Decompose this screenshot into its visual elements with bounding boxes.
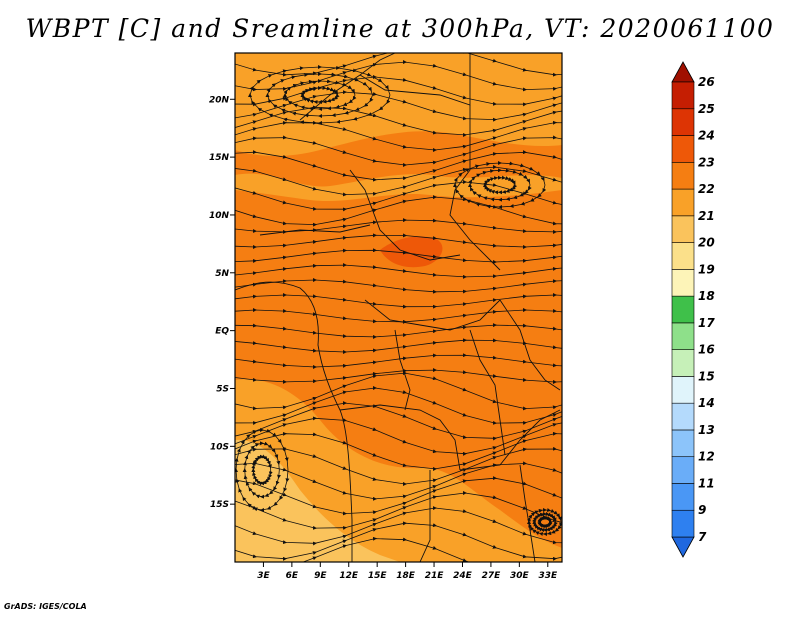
colorbar-label: 22 [698, 182, 715, 196]
colorbar-box [671, 483, 695, 511]
colorbar-box [671, 349, 695, 377]
colorbar-label: 26 [698, 75, 715, 89]
lon-tick-label: 27E [482, 571, 502, 581]
streamline [235, 308, 562, 324]
colorbar-box [671, 429, 695, 458]
colorbar-box [671, 242, 695, 270]
streamline [235, 233, 562, 250]
colorbar-label: 12 [698, 450, 715, 464]
colorbar-max-triangle [671, 61, 695, 83]
lat-tick-label: 10N [209, 211, 230, 221]
colorbar-label: 19 [698, 262, 715, 276]
colorbar-label: 20 [698, 236, 715, 250]
colorbar: 7 9 11 12 13 14 15 16 17 18 19 20 21 22 23 24 25 26 [671, 61, 715, 558]
colorbar-label: 15 [698, 369, 715, 383]
colorbar-label: 17 [698, 316, 715, 330]
colorbar-box [671, 135, 695, 163]
colorbar-box [671, 322, 695, 350]
lon-tick-label: 12E [339, 571, 359, 581]
colorbar-label: 11 [698, 476, 715, 490]
colorbar-box [671, 509, 695, 538]
lat-tick-label: 10S [210, 442, 229, 452]
lat-tick-label: 15S [210, 500, 229, 510]
streamline [526, 508, 562, 536]
lon-tick-label: 6E [286, 571, 299, 581]
colorbar-label: 21 [698, 209, 715, 223]
streamline [235, 218, 562, 234]
streamline [235, 263, 562, 279]
lat-tick-label: 5N [215, 269, 229, 279]
colorbar-box [671, 215, 695, 243]
streamline [235, 248, 562, 264]
lon-tick-label: 24E [453, 571, 473, 581]
colorbar-min-triangle [671, 536, 695, 558]
streamline [235, 277, 562, 294]
colorbar-label: 25 [698, 102, 715, 116]
colorbar-label: 24 [698, 129, 715, 143]
lat-tick-label: 15N [209, 153, 230, 163]
lat-tick-label: 5S [216, 384, 229, 394]
lon-tick-label: 15E [368, 571, 388, 581]
grads-credit: GrADS: IGES/COLA [4, 602, 87, 611]
streamline [235, 323, 562, 339]
streamline [235, 353, 562, 369]
colorbar-label: 7 [698, 530, 707, 544]
lon-tick-label: 33E [538, 571, 558, 581]
colorbar-box [671, 161, 695, 190]
map-frame [234, 52, 563, 563]
lon-tick-label: 9E [314, 571, 327, 581]
streamlines [235, 53, 562, 562]
streamline [235, 428, 290, 512]
streamline [252, 536, 557, 562]
colorbar-box [671, 402, 695, 431]
colorbar-label: 9 [698, 503, 706, 517]
colorbar-label: 14 [698, 396, 715, 410]
map-title: WBPT [C] and Sreamline at 300hPa, VT: 20… [25, 14, 775, 43]
colorbar-label: 16 [698, 343, 715, 357]
wbpt-shading [235, 53, 562, 562]
streamline [453, 161, 547, 209]
colorbar-box [671, 81, 695, 110]
lon-tick-label: 18E [396, 571, 416, 581]
colorbar-box [671, 108, 695, 136]
colorbar-label: 23 [698, 155, 715, 169]
latitude-axis: 20N 15N 10N 5N EQ 5S 10S 15S [209, 95, 235, 510]
colorbar-box [671, 269, 695, 297]
colorbar-label: 18 [698, 289, 715, 303]
streamline [235, 338, 562, 355]
streamline [248, 65, 391, 125]
colorbar-box [671, 188, 695, 217]
lat-tick-label: EQ [215, 327, 229, 337]
lat-tick-label: 20N [209, 95, 230, 105]
colorbar-label: 13 [698, 423, 715, 437]
colorbar-box [671, 376, 695, 404]
streamline [235, 292, 562, 309]
lon-tick-label: 21E [425, 571, 445, 581]
longitude-axis: 3E 6E 9E 12E 15E 18E 21E 24E 27E 30E 33E [257, 562, 558, 581]
lon-tick-label: 30E [510, 571, 530, 581]
colorbar-box [671, 456, 695, 484]
colorbar-box [671, 295, 695, 324]
lon-tick-label: 3E [257, 571, 270, 581]
